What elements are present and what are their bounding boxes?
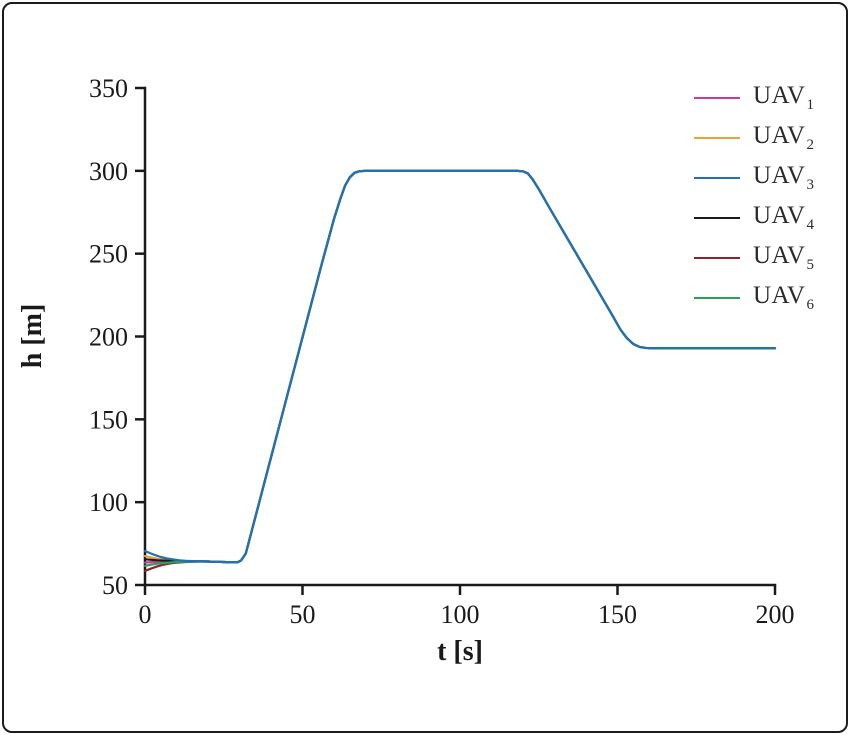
y-tick-label: 250 xyxy=(89,240,128,269)
legend-label: UAV1 xyxy=(753,82,815,113)
series-line-uav6 xyxy=(143,169,777,568)
y-tick-label: 200 xyxy=(89,323,128,352)
series-line-uav1 xyxy=(143,169,777,564)
legend-swatch-line xyxy=(694,137,740,139)
legend-item-uav3: UAV3 xyxy=(694,158,844,198)
legend-item-uav5: UAV5 xyxy=(694,238,844,278)
y-axis-title: h [m] xyxy=(17,303,48,369)
legend-label: UAV3 xyxy=(753,162,815,193)
legend-label: UAV6 xyxy=(753,282,815,313)
y-tick-label: 150 xyxy=(89,405,128,434)
legend-swatch-line xyxy=(694,297,740,299)
legend-item-uav6: UAV6 xyxy=(694,278,844,318)
series-line-uav2 xyxy=(143,169,777,564)
series-line-uav3 xyxy=(143,169,777,564)
legend-item-uav4: UAV4 xyxy=(694,198,844,238)
legend-label: UAV4 xyxy=(753,202,815,233)
series-line-uav4 xyxy=(143,169,777,564)
legend-item-uav2: UAV2 xyxy=(694,118,844,158)
x-axis-title: t [s] xyxy=(437,636,483,667)
series-line-uav5 xyxy=(143,169,777,573)
x-tick-label: 200 xyxy=(756,600,795,629)
legend-swatch-line xyxy=(694,217,740,219)
axis-spines xyxy=(143,86,777,587)
x-tick-label: 150 xyxy=(598,600,637,629)
legend: UAV1 UAV2 UAV3 UAV4 UAV5 UAV6 xyxy=(694,78,844,318)
y-tick-label: 300 xyxy=(89,157,128,186)
x-tick-label: 0 xyxy=(139,600,152,629)
legend-label: UAV5 xyxy=(753,242,815,273)
legend-label: UAV2 xyxy=(753,122,815,153)
x-tick-label: 100 xyxy=(441,600,480,629)
x-tick-label: 50 xyxy=(290,600,316,629)
legend-swatch-line xyxy=(694,97,740,99)
legend-swatch-line xyxy=(694,177,740,179)
y-tick-label: 350 xyxy=(89,74,128,103)
legend-swatch-line xyxy=(694,257,740,259)
legend-item-uav1: UAV1 xyxy=(694,78,844,118)
y-tick-label: 100 xyxy=(89,488,128,517)
y-tick-label: 50 xyxy=(102,571,128,600)
